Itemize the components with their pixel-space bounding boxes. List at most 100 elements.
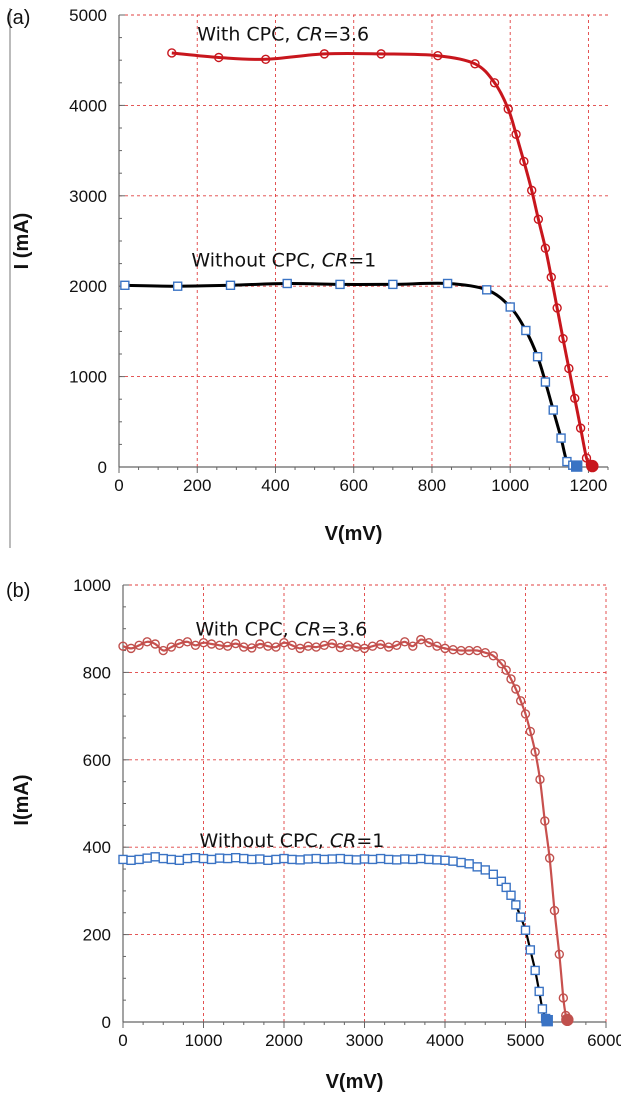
series-point-1 [416,853,426,864]
series-point-0 [503,104,513,114]
series-point-1 [271,854,281,865]
annotation-suffix: =3.6 [323,23,369,45]
series-point-1 [198,853,209,864]
y-tick-label: 1000 [73,576,111,595]
series-point-0 [327,638,337,649]
annotation-italic: CR [322,249,348,271]
series-point-0 [190,640,201,651]
series-point-1 [548,405,558,415]
series-point-1 [480,865,490,875]
series-point-1 [482,285,492,295]
series-point-0 [480,648,490,658]
series-point-0 [552,303,562,313]
series-point-0 [575,423,586,433]
series-point-1 [375,853,386,864]
x-tick-label: 3000 [346,1031,384,1050]
series-point-0 [470,59,480,69]
series-point-1 [327,854,337,864]
series-point-1 [472,862,482,872]
y-axis-label: I (mA) [11,213,33,270]
series-point-0 [279,637,289,648]
series-point-1 [408,854,418,865]
annotation-suffix: =1 [356,830,384,852]
series-point-0 [515,696,526,706]
annotation-text: Without CPC, [199,830,329,852]
series-point-0 [433,50,443,61]
panel-label: (a) [6,7,30,29]
series-point-1 [556,433,566,443]
series-point-1 [303,854,313,864]
series-point-0 [540,816,550,826]
x-tick-label: 1200 [570,476,608,495]
series-point-0 [230,638,241,649]
annotation-italic: CR [330,830,356,852]
series-point-0 [400,637,410,647]
curve-annotation-0: With CPC, CR=3.6 [195,618,367,640]
series-point-0 [287,640,297,651]
annotation-italic: CR [296,23,322,45]
series-point-0 [540,243,551,253]
curve-annotation-0: With CPC, CR=3.6 [197,23,369,45]
series-point-0 [520,709,531,719]
series-point-0 [424,637,434,648]
x-tick-label: 2000 [265,1031,303,1050]
series-point-0 [214,52,224,63]
series-point-1 [534,986,544,997]
series-point-1 [118,854,128,865]
series-point-0 [126,643,136,654]
series-point-1 [464,859,474,869]
series-point-0 [586,459,599,473]
series-point-0 [222,641,233,651]
series-point-1 [488,869,498,879]
y-tick-label: 400 [83,838,111,857]
x-tick-label: 6000 [587,1031,621,1050]
series-point-1 [537,1004,548,1014]
series-point-0 [261,54,271,64]
series-point-1 [532,352,543,362]
series-point-0 [166,642,177,652]
annotation-text: Without CPC, [191,249,321,271]
x-tick-label: 0 [118,1031,127,1050]
series-point-0 [489,78,500,88]
series-point-1 [225,280,236,290]
series-point-0 [247,643,257,653]
series-point-0 [535,774,545,785]
series-point-1 [432,855,442,865]
series-point-1 [279,853,289,864]
series-point-1 [511,900,521,910]
y-tick-label: 0 [98,458,107,477]
series-point-1 [571,460,583,472]
series-point-1 [505,302,515,312]
series-point-1 [166,854,177,865]
series-point-1 [190,852,201,863]
series-point-1 [525,945,536,955]
series-point-0 [544,853,555,863]
series-point-0 [519,156,529,167]
series-point-0 [561,1013,574,1027]
curve-annotation-1: Without CPC, CR=1 [199,830,384,852]
series-point-0 [549,905,560,916]
series-point-1 [287,854,297,865]
series-point-0 [134,640,144,651]
series-point-0 [158,645,168,656]
series-point-1 [383,854,394,865]
series-point-1 [295,855,305,865]
series-point-1 [172,281,183,291]
series-point-0 [416,634,426,645]
y-tick-label: 2000 [69,277,107,296]
series-point-1 [520,925,531,935]
series-point-1 [319,854,329,865]
x-axis-label: V(mV) [326,1071,384,1093]
series-point-1 [134,854,144,865]
series-point-0 [376,49,386,59]
series-point-1 [206,854,217,865]
series-point-1 [142,853,152,863]
x-tick-label: 0 [114,476,123,495]
series-point-1 [424,854,434,865]
series-line-1 [122,855,549,1022]
series-point-1 [521,325,531,336]
series-point-0 [533,214,544,225]
series-point-0 [564,363,574,374]
series-point-0 [525,726,536,737]
